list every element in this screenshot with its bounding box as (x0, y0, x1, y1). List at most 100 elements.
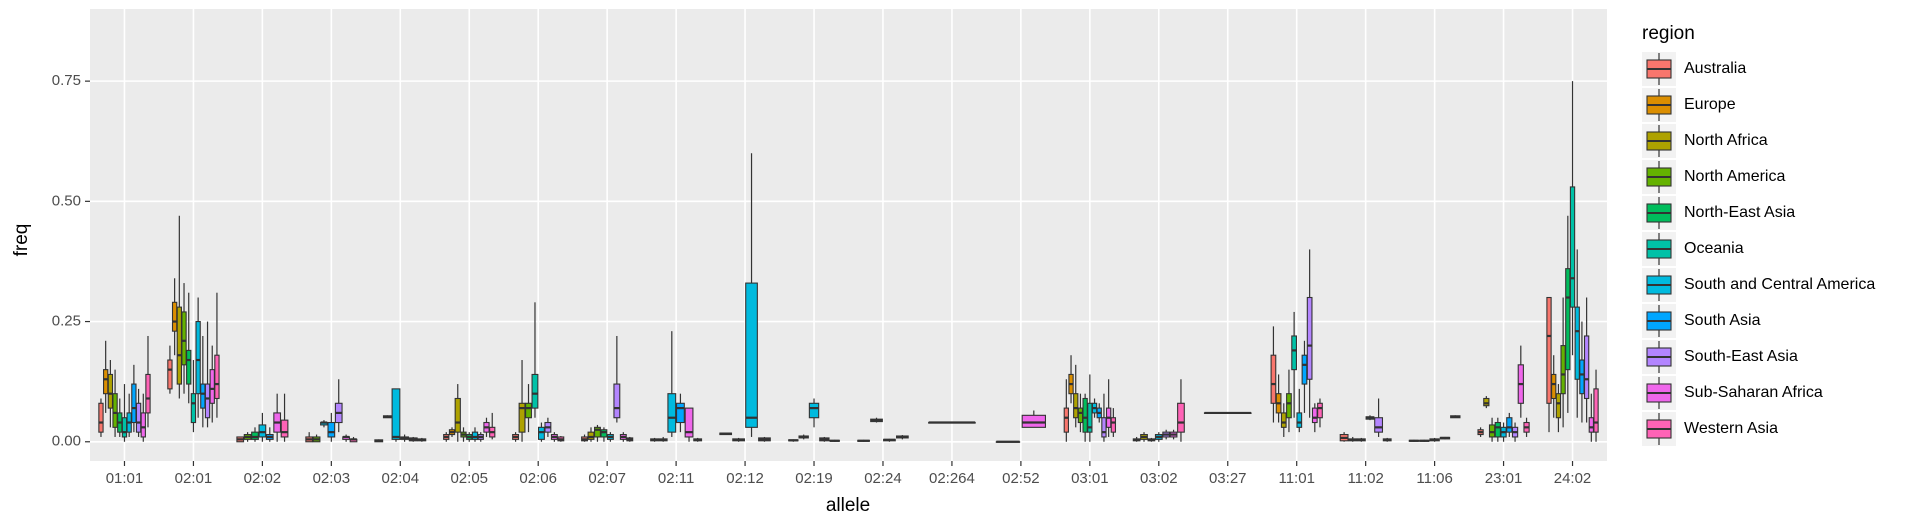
x-tick-label: 02:07 (588, 470, 626, 487)
x-axis-title: allele (826, 495, 870, 516)
legend-label: South-East Asia (1684, 348, 1798, 365)
box (1494, 421, 1501, 438)
box (1101, 417, 1107, 438)
box (1177, 402, 1185, 433)
legend-label: Sub-Saharan Africa (1684, 384, 1823, 401)
box (1555, 393, 1562, 419)
box (103, 369, 109, 395)
box (745, 282, 758, 428)
box (214, 354, 220, 400)
box (1311, 407, 1318, 424)
box (1073, 393, 1079, 419)
box (1374, 417, 1384, 433)
box (1082, 397, 1088, 433)
x-tick-label: 24:02 (1554, 470, 1592, 487)
legend-label: Oceania (1684, 240, 1744, 257)
box (135, 402, 142, 433)
legend-label: South and Central America (1684, 276, 1875, 293)
box (1286, 393, 1292, 419)
box (195, 321, 201, 395)
box (1077, 407, 1084, 424)
x-tick-label: 02:264 (929, 470, 975, 487)
box (471, 431, 479, 440)
y-axis-title: freq (11, 224, 32, 257)
box (171, 301, 178, 332)
y-tick-label: 0.00 (52, 433, 81, 450)
box (1488, 424, 1496, 438)
box (537, 426, 545, 440)
x-tick-label: 02:02 (244, 470, 282, 487)
box (531, 373, 539, 409)
x-tick-label: 02:19 (795, 470, 833, 487)
y-tick-label: 0.25 (52, 313, 81, 330)
box (327, 421, 336, 438)
legend-label: North Africa (1684, 132, 1768, 149)
legend-label: South Asia (1684, 312, 1761, 329)
x-tick-label: 01:01 (106, 470, 144, 487)
box (391, 388, 401, 440)
box (1306, 296, 1313, 380)
box (1291, 335, 1297, 371)
x-tick-label: 02:03 (313, 470, 351, 487)
box (1301, 354, 1308, 385)
x-tick-label: 02:12 (726, 470, 764, 487)
box (1551, 373, 1557, 400)
legend-label: North-East Asia (1684, 204, 1795, 221)
box (1280, 412, 1287, 428)
x-tick-label: 02:04 (382, 470, 420, 487)
legend-title: region (1642, 23, 1695, 44)
box (1560, 345, 1566, 395)
box (186, 349, 192, 385)
box (258, 424, 267, 438)
x-tick-label: 11:06 (1416, 470, 1452, 487)
x-tick-label: 03:01 (1071, 470, 1109, 487)
box (675, 402, 685, 424)
box (684, 407, 694, 438)
box (1063, 407, 1069, 433)
x-tick-label: 03:02 (1140, 470, 1178, 487)
box (1583, 335, 1590, 400)
box (1506, 417, 1513, 433)
x-tick-label: 02:06 (519, 470, 557, 487)
x-tick-label: 23:01 (1485, 470, 1523, 487)
box (1087, 402, 1093, 433)
box (1021, 414, 1047, 428)
box (140, 412, 146, 438)
box (176, 306, 182, 385)
box (167, 359, 173, 390)
box (280, 419, 289, 438)
x-tick-label: 02:52 (1002, 470, 1040, 487)
x-tick-label: 03:27 (1209, 470, 1247, 487)
box (121, 417, 128, 438)
box (1593, 388, 1599, 433)
box (1483, 397, 1490, 407)
panel-background (90, 9, 1607, 461)
box (1569, 186, 1576, 308)
box (1574, 306, 1580, 380)
box (1270, 354, 1277, 404)
box (131, 383, 137, 424)
box (190, 393, 197, 424)
legend-label: Australia (1684, 60, 1746, 77)
box (1296, 412, 1303, 428)
box (204, 383, 211, 419)
x-tick-label: 02:01 (175, 470, 213, 487)
box (587, 431, 595, 440)
box (181, 311, 187, 366)
x-tick-label: 02:24 (864, 470, 902, 487)
legend-label: Europe (1684, 96, 1736, 113)
box (251, 431, 259, 440)
box (112, 393, 118, 428)
box (1546, 296, 1552, 404)
box (1579, 359, 1585, 395)
box (594, 426, 601, 438)
box (200, 383, 206, 409)
box (600, 429, 608, 438)
box (107, 373, 114, 409)
box (525, 402, 532, 419)
box (1110, 417, 1117, 433)
box (145, 373, 151, 414)
x-tick-label: 02:11 (658, 470, 694, 487)
legend-label: Western Asia (1684, 420, 1778, 437)
y-tick-label: 0.50 (52, 192, 81, 209)
